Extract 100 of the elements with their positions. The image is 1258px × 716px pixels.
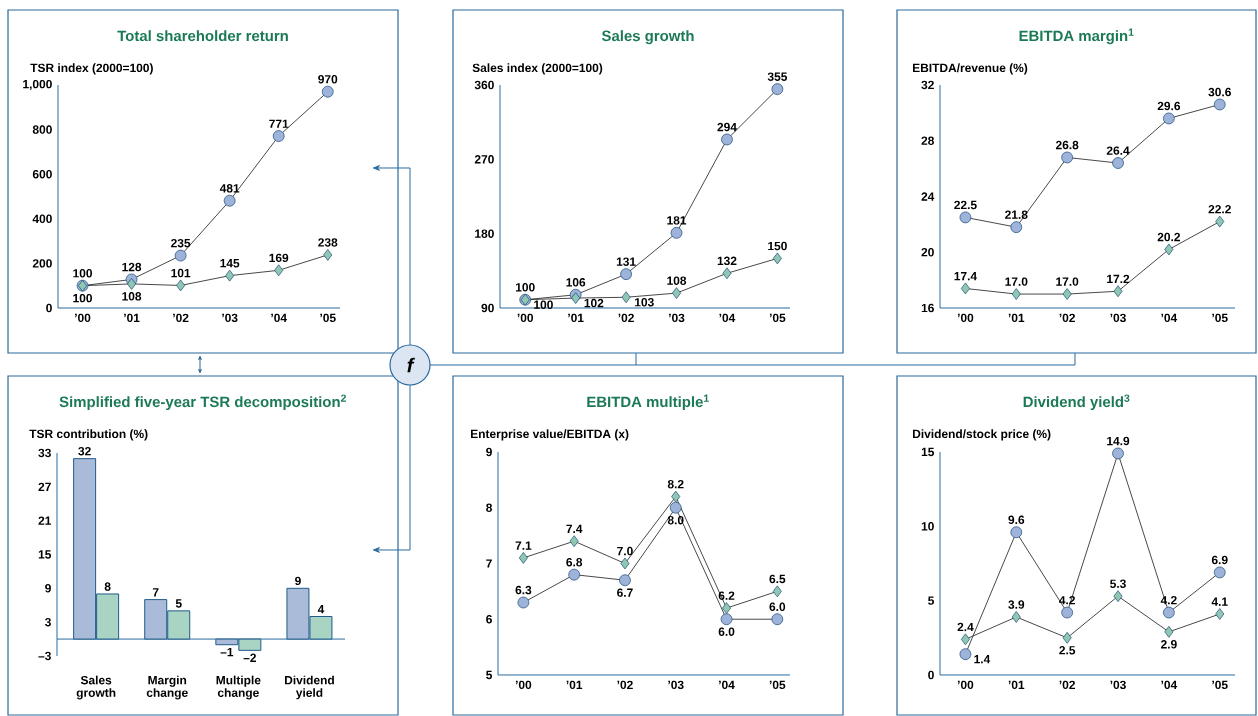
data-label: 150: [768, 241, 787, 251]
x-tick-label: ’01: [124, 313, 140, 323]
data-label: 6.8: [566, 557, 583, 567]
data-label: –1: [220, 647, 234, 657]
data-label: 103: [635, 298, 654, 307]
data-label: 6.5: [769, 574, 786, 584]
data-label: 7.4: [566, 524, 583, 533]
chart-title: EBITDA multiple$^{1}$: [587, 394, 709, 411]
x-tick-label: ’00: [515, 680, 532, 690]
y-axis-title: Enterprise value/EBITDA (x): [471, 429, 629, 441]
y-axis-title: EBITDA/revenue (%): [913, 63, 1028, 75]
data-label: 238: [318, 238, 338, 247]
x-tick-label: ’03: [668, 680, 684, 690]
x-tick-label: ’04: [719, 313, 736, 323]
data-label: 4: [317, 605, 325, 614]
data-label: 2.4: [957, 622, 974, 632]
y-tick-label: 21: [38, 516, 52, 525]
data-label: 6.7: [617, 588, 633, 597]
x-tick-label: ’02: [618, 313, 634, 323]
y-tick-label: 3: [45, 617, 51, 627]
y-tick-label: 270: [474, 155, 494, 164]
data-label: 21.8: [1005, 210, 1028, 219]
data-label: 106: [566, 278, 586, 287]
data-label: 2.5: [1059, 646, 1076, 655]
y-tick-label: 32: [921, 80, 934, 90]
data-label: 128: [122, 262, 142, 272]
data-label: 22.2: [1208, 205, 1231, 214]
data-label: 132: [717, 256, 737, 266]
x-tick-label: ’01: [568, 313, 584, 323]
x-tick-label: ’04: [719, 680, 735, 690]
x-tick-label: Sales growth: [76, 675, 116, 700]
x-tick-label: ’04: [1161, 680, 1178, 690]
data-label: 100: [73, 269, 93, 278]
data-label: 6.3: [515, 585, 532, 595]
x-tick-label: ’00: [75, 313, 91, 323]
y-tick-label: 600: [32, 169, 52, 179]
data-label: 108: [667, 276, 687, 285]
data-label: 6.2: [718, 591, 735, 600]
y-tick-label: 180: [475, 229, 494, 238]
data-label: 294: [717, 122, 737, 132]
y-tick-label: 15: [921, 447, 935, 457]
chart-title: Sales growth: [601, 30, 694, 45]
data-label: 7: [152, 588, 159, 597]
data-label: 26.4: [1106, 146, 1130, 155]
data-label: 32: [78, 446, 91, 456]
x-tick-label: ’04: [271, 313, 287, 323]
data-label: 1.4: [974, 655, 991, 664]
data-label: 22.5: [954, 200, 977, 210]
x-tick-label: ’01: [1008, 680, 1025, 690]
x-tick-label: ’03: [1110, 313, 1126, 323]
x-tick-label: ’03: [669, 313, 685, 323]
data-label: 26.8: [1055, 140, 1079, 150]
data-label: 235: [171, 238, 191, 248]
data-label: 5.3: [1110, 579, 1126, 588]
data-label: 108: [122, 292, 142, 301]
y-tick-label: 6: [486, 615, 492, 624]
y-tick-label: 200: [32, 259, 52, 268]
y-tick-label: 28: [921, 136, 934, 145]
chart-title: Total shareholder return: [117, 30, 288, 42]
y-tick-label: 16: [921, 303, 934, 313]
y-tick-label: 7: [486, 559, 492, 568]
data-label: 29.6: [1157, 101, 1181, 111]
x-tick-label: ’05: [320, 313, 336, 323]
x-tick-label: ’05: [769, 313, 786, 323]
y-tick-label: 8: [486, 503, 492, 512]
y-tick-label: 15: [38, 550, 52, 559]
x-tick-label: Multiple change: [216, 675, 261, 700]
x-tick-label: Dividend yield: [285, 675, 334, 700]
data-label: 9.6: [1008, 515, 1025, 525]
data-label: 7.1: [515, 541, 532, 550]
x-tick-label: ’00: [517, 313, 534, 323]
x-tick-label: ’05: [1212, 313, 1228, 323]
data-label: 102: [584, 298, 604, 308]
data-label: 101: [171, 268, 191, 278]
y-tick-label: 9: [486, 447, 492, 457]
data-label: 169: [269, 253, 289, 263]
data-label: 9: [295, 576, 301, 586]
data-label: 3.9: [1008, 600, 1025, 609]
data-label: 8.0: [667, 515, 684, 525]
data-label: 17.0: [1005, 277, 1028, 286]
y-tick-label: 360: [474, 80, 494, 90]
data-label: 4.2: [1160, 596, 1177, 605]
x-tick-label: ’00: [957, 680, 974, 690]
data-label: 100: [73, 293, 93, 303]
data-label: 2.9: [1160, 640, 1177, 649]
x-tick-label: ’02: [617, 680, 633, 690]
data-label: 970: [318, 75, 338, 84]
x-tick-label: ’02: [1059, 313, 1075, 323]
data-label: 6.9: [1211, 555, 1228, 565]
y-tick-label: 1,000: [23, 79, 52, 91]
data-label: 17.4: [954, 272, 977, 281]
y-tick-label: 20: [921, 248, 934, 257]
y-tick-label: 0: [928, 670, 934, 680]
y-tick-label: 27: [38, 482, 51, 491]
data-label: 8.2: [667, 479, 684, 489]
y-axis-title: TSR index (2000=100): [30, 63, 153, 75]
y-axis-title: Dividend/stock price (%): [913, 429, 1051, 441]
data-label: 131: [616, 257, 636, 266]
data-label: 6.0: [718, 627, 735, 636]
x-tick-label: ’01: [566, 680, 583, 690]
